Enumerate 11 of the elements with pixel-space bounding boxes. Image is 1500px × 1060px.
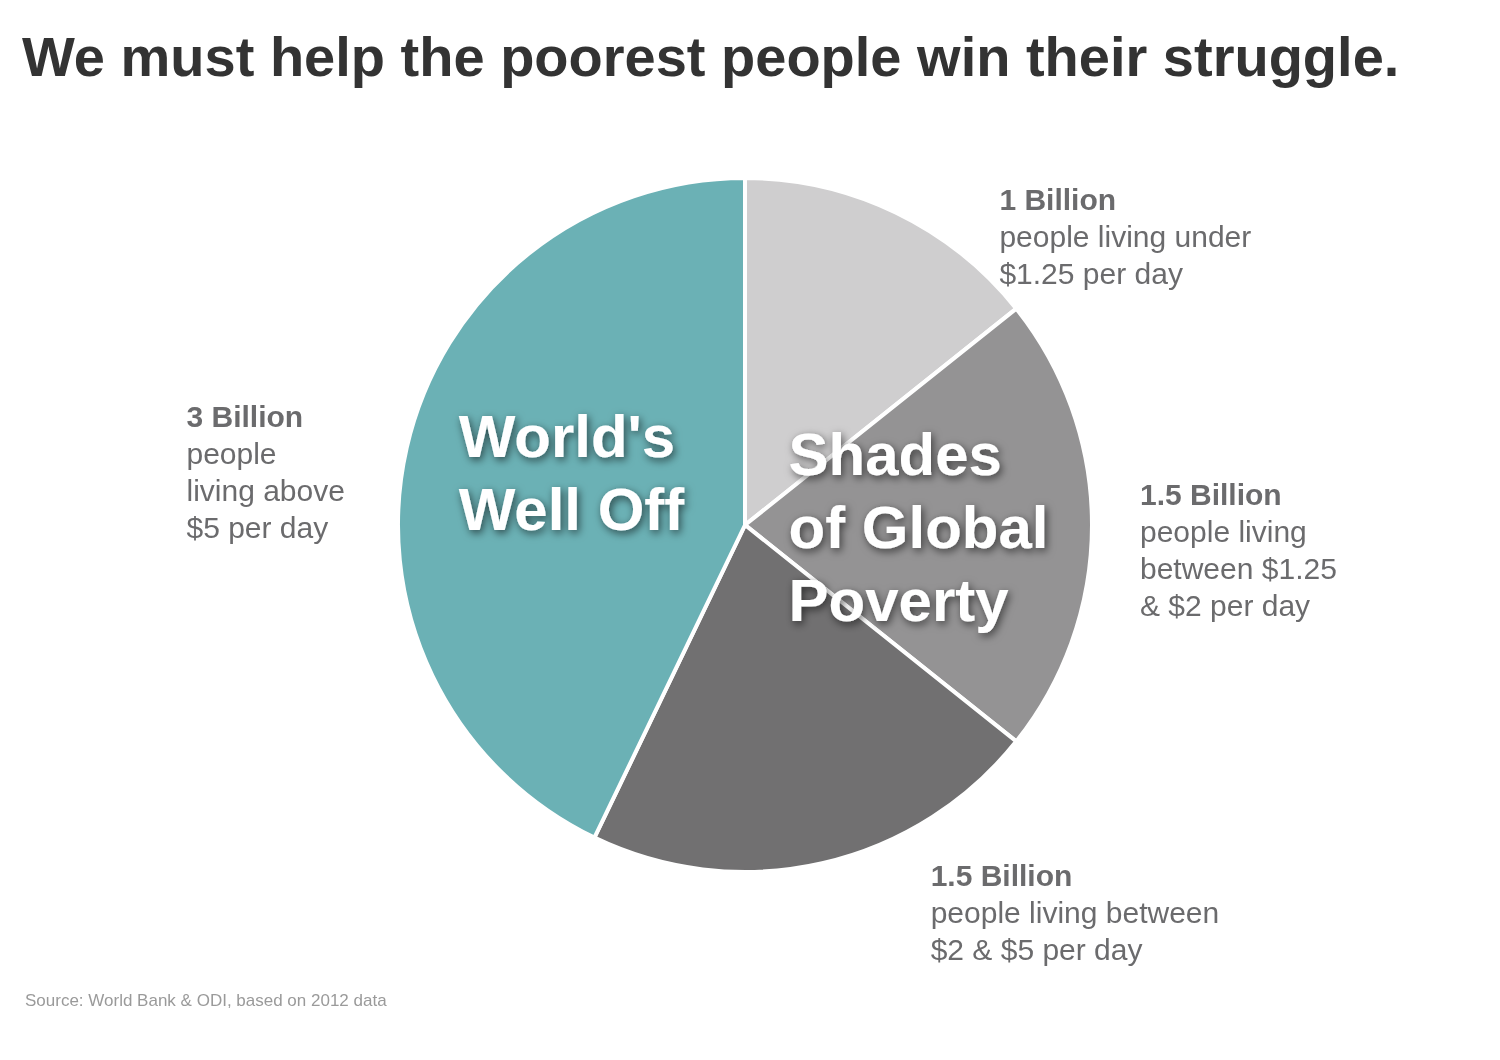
slice-label: people living between $1.25 & $2 per day: [1140, 514, 1337, 622]
data-label: 1.5 Billion: [1140, 477, 1282, 511]
slice-label: people living under $1.25 per day: [999, 220, 1252, 291]
data-label: 1 Billion: [999, 183, 1117, 217]
slice-label: people living between $2 & $5 per day: [930, 896, 1220, 967]
text: World's Well Off: [458, 403, 686, 543]
slice-label: people living above $5 per day: [186, 437, 345, 545]
data-label: 1.5 Billion: [930, 859, 1073, 893]
chart-title: We must help the poorest people win their struggle.: [22, 25, 1400, 88]
data-label: 3 Billion: [186, 400, 304, 434]
source-note: Source: World Bank & ODI, based on 2012 data: [25, 991, 388, 1010]
